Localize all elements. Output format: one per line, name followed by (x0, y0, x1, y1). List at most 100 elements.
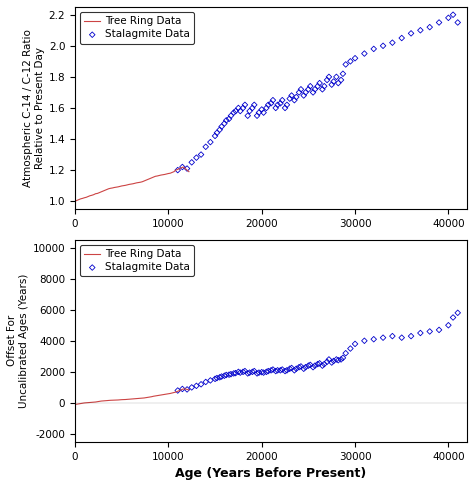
Stalagmite Data (179, 385, 186, 393)
Stalagmite Data (239, 368, 247, 376)
Stalagmite Data (337, 356, 345, 363)
Stalagmite Data (407, 30, 415, 37)
Stalagmite Data (207, 138, 214, 146)
Stalagmite Data (244, 370, 252, 377)
Stalagmite Data (197, 380, 205, 388)
Stalagmite Data (398, 334, 406, 341)
Stalagmite Data (211, 375, 219, 383)
Stalagmite Data (267, 99, 275, 107)
Stalagmite Data (274, 101, 282, 109)
Stalagmite Data (225, 115, 233, 123)
Tree Ring Data (95, 399, 100, 405)
Stalagmite Data (278, 366, 286, 374)
Stalagmite Data (272, 104, 280, 112)
Stalagmite Data (417, 329, 424, 337)
Stalagmite Data (274, 366, 282, 374)
Stalagmite Data (305, 85, 312, 93)
Tree Ring Data (102, 187, 108, 193)
Y-axis label: Atmospheric C-14 / C-12 Ratio
Relative to Present Day: Atmospheric C-14 / C-12 Ratio Relative t… (23, 29, 45, 187)
Stalagmite Data (230, 109, 237, 116)
Stalagmite Data (323, 76, 331, 84)
Stalagmite Data (239, 104, 247, 112)
Stalagmite Data (449, 11, 457, 19)
Stalagmite Data (389, 39, 396, 47)
Stalagmite Data (307, 82, 314, 90)
Stalagmite Data (211, 132, 219, 140)
Stalagmite Data (244, 112, 252, 120)
Stalagmite Data (260, 369, 267, 376)
Stalagmite Data (361, 337, 368, 345)
Stalagmite Data (333, 73, 340, 81)
Stalagmite Data (237, 107, 244, 115)
Stalagmite Data (258, 368, 265, 376)
Stalagmite Data (302, 363, 310, 371)
Stalagmite Data (292, 365, 300, 373)
Stalagmite Data (255, 109, 263, 116)
Stalagmite Data (246, 369, 254, 376)
Stalagmite Data (295, 363, 303, 371)
Line: Tree Ring Data: Tree Ring Data (75, 167, 189, 201)
Tree Ring Data (181, 386, 186, 392)
Stalagmite Data (291, 366, 298, 374)
Stalagmite Data (435, 326, 443, 334)
Stalagmite Data (325, 356, 333, 363)
Stalagmite Data (319, 362, 326, 370)
Tree Ring Data (186, 169, 192, 174)
Stalagmite Data (288, 364, 295, 372)
Tree Ring Data (102, 398, 108, 404)
X-axis label: Age (Years Before Present): Age (Years Before Present) (175, 467, 367, 480)
Stalagmite Data (281, 367, 289, 375)
Stalagmite Data (291, 96, 298, 104)
Stalagmite Data (253, 370, 261, 377)
Stalagmite Data (295, 89, 303, 96)
Stalagmite Data (283, 101, 291, 109)
Stalagmite Data (309, 89, 317, 96)
Stalagmite Data (435, 19, 443, 26)
Stalagmite Data (278, 96, 286, 104)
Stalagmite Data (370, 45, 377, 53)
Stalagmite Data (300, 92, 308, 99)
Stalagmite Data (339, 354, 346, 362)
Tree Ring Data (171, 390, 177, 395)
Stalagmite Data (218, 373, 225, 380)
Stalagmite Data (248, 368, 256, 376)
Stalagmite Data (281, 104, 289, 112)
Stalagmite Data (225, 371, 233, 378)
Stalagmite Data (330, 357, 337, 365)
Stalagmite Data (320, 82, 328, 90)
Stalagmite Data (183, 386, 191, 393)
Stalagmite Data (183, 165, 191, 172)
Stalagmite Data (174, 387, 182, 394)
Legend: Tree Ring Data, Stalagmite Data: Tree Ring Data, Stalagmite Data (80, 12, 194, 44)
Stalagmite Data (288, 92, 295, 99)
Stalagmite Data (235, 368, 242, 376)
Stalagmite Data (283, 366, 291, 374)
Stalagmite Data (314, 82, 321, 90)
Stalagmite Data (426, 23, 434, 31)
Stalagmite Data (263, 104, 270, 112)
Tree Ring Data (141, 395, 147, 401)
Stalagmite Data (335, 356, 342, 364)
Stalagmite Data (307, 361, 314, 369)
Stalagmite Data (232, 369, 239, 377)
Stalagmite Data (272, 367, 280, 375)
Stalagmite Data (320, 360, 328, 368)
Stalagmite Data (202, 143, 210, 150)
Stalagmite Data (188, 383, 195, 391)
Stalagmite Data (216, 374, 224, 381)
Stalagmite Data (227, 370, 235, 378)
Stalagmite Data (342, 60, 349, 68)
Stalagmite Data (335, 79, 342, 87)
Line: Tree Ring Data: Tree Ring Data (75, 389, 189, 405)
Stalagmite Data (297, 362, 305, 370)
Stalagmite Data (379, 42, 387, 50)
Stalagmite Data (216, 126, 224, 133)
Stalagmite Data (454, 19, 462, 26)
Stalagmite Data (328, 81, 336, 89)
Stalagmite Data (179, 163, 186, 171)
Tree Ring Data (141, 178, 147, 184)
Stalagmite Data (454, 309, 462, 317)
Stalagmite Data (192, 382, 200, 390)
Stalagmite Data (379, 334, 387, 341)
Stalagmite Data (316, 359, 323, 367)
